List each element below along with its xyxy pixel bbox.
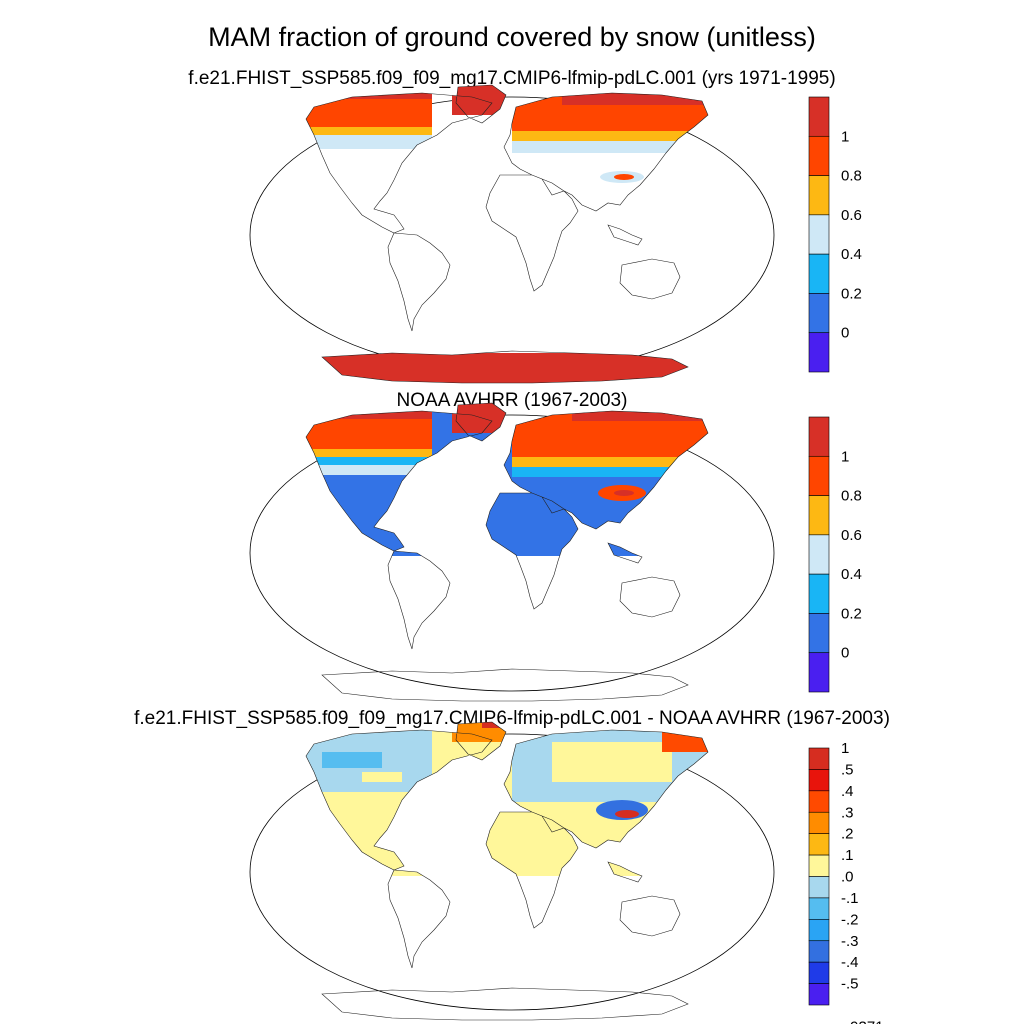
colorbar-2-swatch	[808, 495, 830, 536]
colorbar-3-swatch	[808, 919, 830, 942]
colorbar-3: 1 .5 .4 .3 .2 .1 .0 -.1 -.2 -.3 -.4 -.5 -.9371	[808, 740, 884, 1024]
colorbar-3-label: .5	[841, 761, 854, 778]
colorbar-2-swatch	[808, 573, 830, 614]
colorbar-2: 1 0.8 0.6 0.4 0.2 0	[808, 416, 862, 693]
colorbar-3-swatch	[808, 747, 830, 770]
colorbar-1-swatch	[808, 135, 830, 176]
colorbar-1: 1 0.8 0.6 0.4 0.2 0	[808, 96, 862, 373]
colorbar-2-label: 0.8	[841, 488, 862, 505]
colorbar-2-label: 0.4	[841, 566, 862, 583]
colorbar-1-swatch	[808, 253, 830, 294]
colorbar-3-swatch	[808, 897, 830, 920]
colorbar-3-swatch	[808, 769, 830, 792]
colorbar-2-swatch	[808, 534, 830, 575]
colorbar-1-label: 0.4	[841, 246, 862, 263]
colorbar-2-swatch	[808, 416, 830, 457]
colorbar-2-label: 0.6	[841, 527, 862, 544]
map-panel-3	[249, 721, 775, 1021]
colorbar-3-swatch	[808, 961, 830, 984]
colorbar-3-swatch	[808, 811, 830, 834]
colorbar-1-swatch	[808, 332, 830, 373]
colorbar-3-label: -.9371	[841, 1018, 884, 1024]
panel-3-subtitle: f.e21.FHIST_SSP585.f09_f09_mg17.CMIP6-lf…	[134, 708, 890, 729]
colorbar-3-label: -.5	[841, 976, 859, 993]
colorbar-2-swatch	[808, 613, 830, 654]
colorbar-3-label: .1	[841, 847, 854, 864]
colorbar-3-swatch	[808, 833, 830, 856]
colorbar-2-label: 0.2	[841, 605, 862, 622]
colorbar-3-label: -.4	[841, 954, 859, 971]
colorbar-1-label: 0.2	[841, 285, 862, 302]
colorbar-1-swatch	[808, 175, 830, 216]
colorbars: 1 0.8 0.6 0.4 0.2 0 1 0.8 0.6 0.4 0.2 0 1 .5 .4 .3 .2 .1.…	[808, 96, 884, 1024]
colorbar-3-label: 1	[841, 740, 849, 757]
colorbar-1-label: 0.6	[841, 207, 862, 224]
colorbar-3-label: .0	[841, 869, 854, 886]
colorbar-3-swatch	[808, 983, 830, 1006]
colorbar-3-swatch	[808, 790, 830, 813]
colorbar-2-swatch	[808, 652, 830, 693]
colorbar-3-swatch	[808, 940, 830, 963]
colorbar-2-swatch	[808, 455, 830, 496]
colorbar-1-label: 0	[841, 325, 849, 342]
colorbar-3-label: .2	[841, 826, 854, 843]
map-panel-2	[249, 402, 775, 702]
colorbar-3-swatch	[808, 876, 830, 899]
colorbar-3-label: -.2	[841, 911, 859, 928]
colorbar-3-label: .4	[841, 783, 854, 800]
panel-1-subtitle: f.e21.FHIST_SSP585.f09_f09_mg17.CMIP6-lf…	[188, 68, 836, 89]
colorbar-3-label: -.3	[841, 933, 859, 950]
colorbar-1-label: 0.8	[841, 168, 862, 185]
colorbar-1-swatch	[808, 293, 830, 334]
figure-title: MAM fraction of ground covered by snow (…	[208, 22, 816, 52]
map-panel-1	[249, 84, 775, 384]
colorbar-3-label: .3	[841, 804, 854, 821]
colorbar-1-swatch	[808, 214, 830, 255]
colorbar-1-swatch	[808, 96, 830, 137]
panel-2-subtitle: NOAA AVHRR (1967-2003)	[396, 390, 628, 411]
colorbar-3-swatch	[808, 854, 830, 877]
colorbar-2-label: 0	[841, 645, 849, 662]
colorbar-3-label: -.1	[841, 890, 859, 907]
colorbar-1-label: 1	[841, 128, 849, 145]
colorbar-2-label: 1	[841, 448, 849, 465]
